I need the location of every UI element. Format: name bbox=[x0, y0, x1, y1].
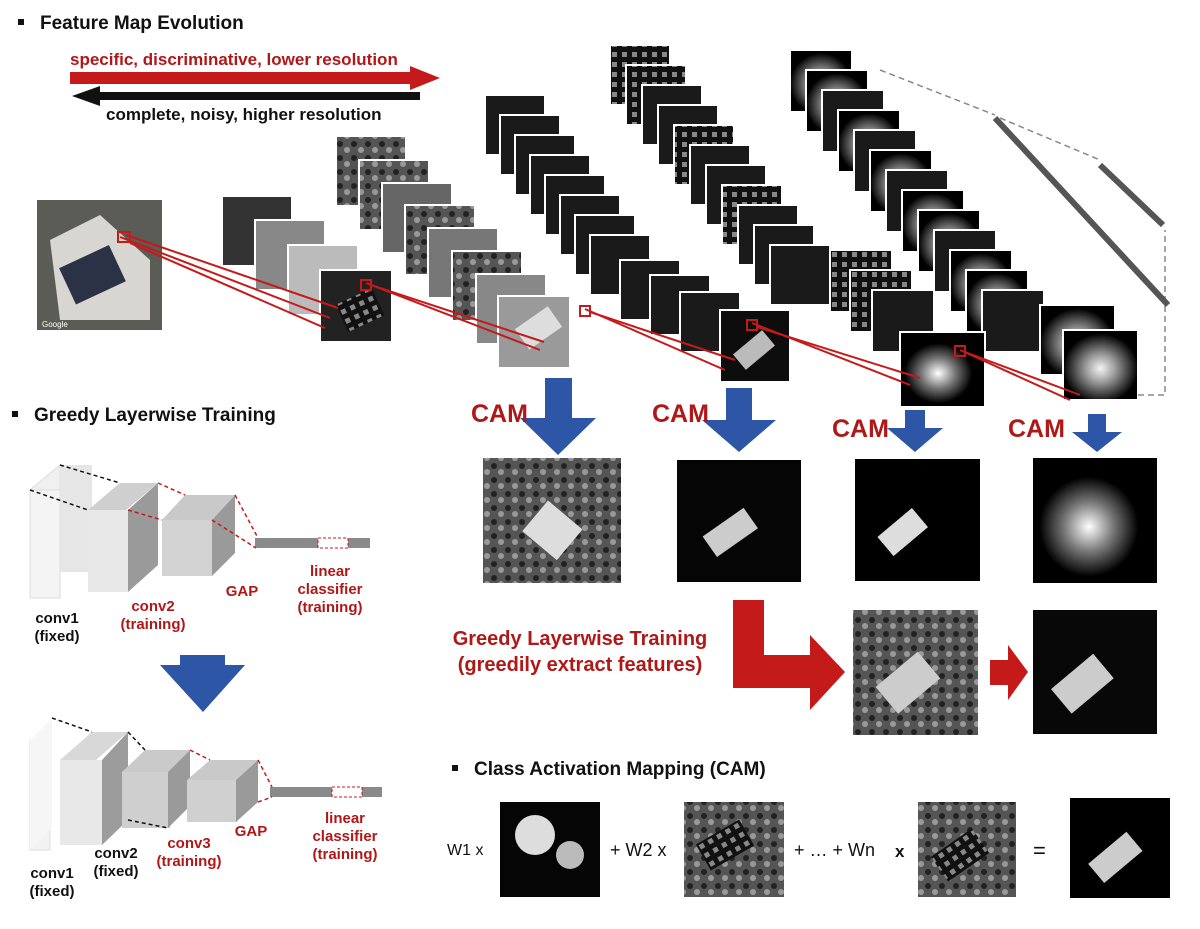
feature-stack-4 bbox=[789, 49, 1139, 408]
equation-equals: = bbox=[1033, 838, 1046, 863]
section-title-cam: Class Activation Mapping (CAM) bbox=[452, 759, 766, 781]
greedy-result-images bbox=[853, 610, 1157, 735]
greedy-caption-line1: Greedy Layerwise Training bbox=[452, 628, 708, 650]
top-classifier-label: linear classifier (training) bbox=[297, 563, 363, 616]
cam-label-2: CAM bbox=[652, 400, 709, 428]
bullet-icon bbox=[12, 410, 18, 417]
feature-stack-2 bbox=[335, 135, 591, 369]
gap-slab-stack bbox=[879, 69, 1171, 396]
equation-w1: W1 x bbox=[447, 842, 484, 859]
bottom-gap-label: GAP bbox=[234, 823, 268, 840]
cam-output-images bbox=[483, 458, 1157, 583]
satellite-image bbox=[37, 200, 162, 330]
network-bottom bbox=[29, 717, 382, 851]
greedy-caption: Greedy Layerwise Training (greedily extr… bbox=[435, 626, 725, 678]
top-gap-label: GAP bbox=[225, 583, 259, 600]
greedy-caption-line2: (greedily extract features) bbox=[457, 654, 703, 676]
greedy-arrow bbox=[733, 600, 1028, 710]
top-conv1-label: conv1 (fixed) bbox=[34, 610, 80, 645]
arrow-label-backward: complete, noisy, higher resolution bbox=[106, 105, 382, 124]
feature-stack-3 bbox=[484, 44, 831, 383]
satellite-caption: Google bbox=[42, 320, 68, 329]
greedy-step-arrow bbox=[160, 655, 245, 712]
cam-down-arrows bbox=[520, 378, 1122, 455]
receptive-field-lines bbox=[119, 234, 1081, 401]
section-title-feature-map: Feature Map Evolution bbox=[18, 13, 244, 35]
cam-label-1: CAM bbox=[471, 400, 528, 428]
equation-dots: + … + Wn bbox=[794, 840, 876, 860]
cam-equation-images bbox=[500, 798, 1170, 898]
cam-label-3: CAM bbox=[832, 415, 889, 443]
bottom-conv2-label: conv2 (fixed) bbox=[93, 845, 139, 880]
bottom-conv3-label: conv3 (training) bbox=[156, 835, 222, 870]
section-title-greedy: Greedy Layerwise Training bbox=[12, 405, 276, 427]
top-conv2-label: conv2 (training) bbox=[120, 598, 186, 633]
network-top bbox=[29, 463, 370, 600]
cam-label-4: CAM bbox=[1008, 415, 1065, 443]
arrow-label-forward: specific, discriminative, lower resoluti… bbox=[70, 50, 398, 69]
equation-x: x bbox=[895, 842, 905, 861]
direction-arrows bbox=[70, 66, 440, 106]
equation-w2: + W2 x bbox=[610, 840, 667, 860]
bottom-conv1-label: conv1 (fixed) bbox=[29, 865, 75, 900]
bullet-icon bbox=[452, 764, 458, 771]
bullet-icon bbox=[18, 18, 24, 25]
bottom-classifier-label: linear classifier (training) bbox=[312, 810, 378, 863]
